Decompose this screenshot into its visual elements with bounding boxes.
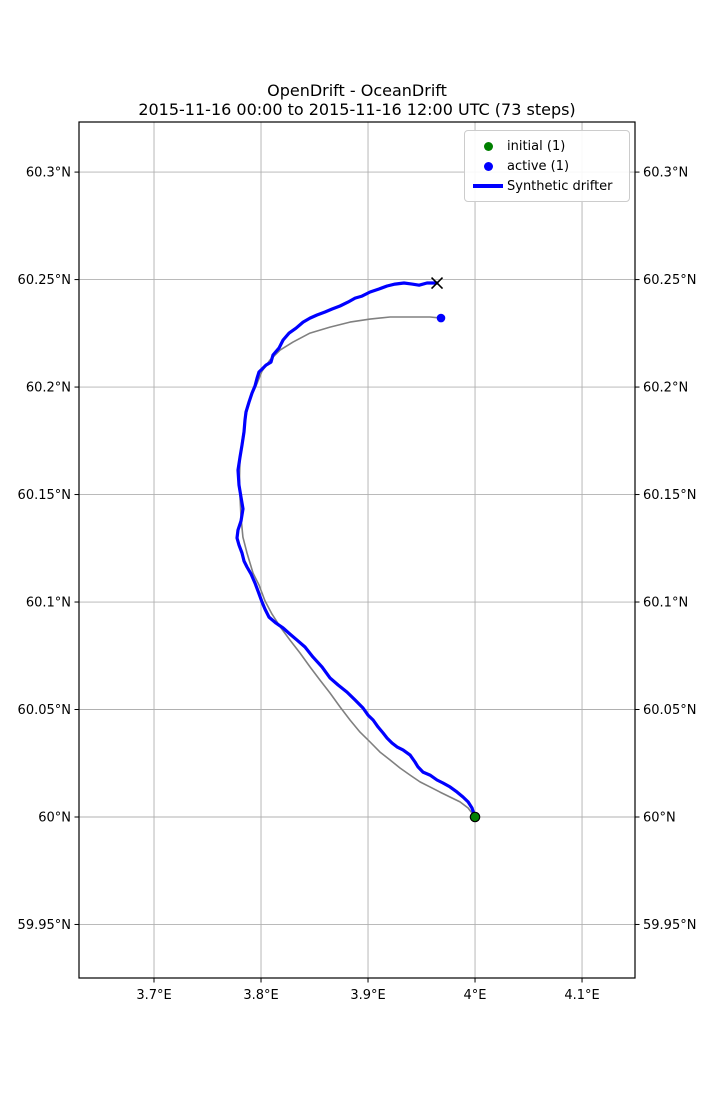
x-tick-label: 4.1°E [564,988,599,1003]
y-tick-label-right: 59.95°N [643,918,696,933]
y-tick-label-left: 60.15°N [18,488,71,503]
legend-item-synthetic-drifter: Synthetic drifter [469,176,623,196]
legend-label-initial: initial (1) [507,138,566,154]
legend-marker-cell [469,141,507,151]
y-tick-label-right: 60.15°N [643,488,696,503]
trajectory-synthetic-drifter [235,281,477,819]
y-tick-label-right: 60.05°N [643,703,696,718]
y-tick-label-left: 59.95°N [18,918,71,933]
x-tick-label: 3.7°E [136,988,171,1003]
x-tick-label: 3.9°E [350,988,385,1003]
axes-frame [78,121,636,979]
active-marker [436,313,446,323]
y-tick-label-left: 60.1°N [26,596,71,611]
legend-label-synthetic-drifter: Synthetic drifter [507,178,613,194]
y-tick-label-left: 60.3°N [26,166,71,181]
active-dot-icon [483,161,493,171]
y-tick-label-right: 60.25°N [643,273,696,288]
y-tick-label-right: 60.1°N [643,596,688,611]
initial-marker [469,811,481,823]
legend-box: initial (1) active (1) Synthetic drifter [464,130,630,202]
legend-item-initial: initial (1) [469,136,623,156]
plot-title-line2: 2015-11-16 00:00 to 2015-11-16 12:00 UTC… [138,100,576,119]
y-tick-label-right: 60.3°N [643,166,688,181]
x-tick-label: 4°E [464,988,487,1003]
y-tick-label-left: 60.05°N [18,703,71,718]
y-tick-label-left: 60.25°N [18,273,71,288]
x-tick-label: 3.8°E [243,988,278,1003]
legend-marker-cell [469,161,507,171]
y-tick-label-left: 60°N [38,810,71,825]
drifter-end-x-marker [430,276,444,290]
legend-label-active: active (1) [507,158,570,174]
plot-title: OpenDrift - OceanDrift 2015-11-16 00:00 … [79,81,635,119]
drifter-line-icon [473,184,503,188]
plot-title-line1: OpenDrift - OceanDrift [267,81,447,100]
y-tick-label-left: 60.2°N [26,381,71,396]
trajectory-model-trajectory [238,316,476,818]
legend-marker-cell [469,184,507,188]
y-tick-label-right: 60.2°N [643,381,688,396]
legend-item-active: active (1) [469,156,623,176]
initial-dot-icon [483,141,493,151]
y-tick-label-right: 60°N [643,810,676,825]
